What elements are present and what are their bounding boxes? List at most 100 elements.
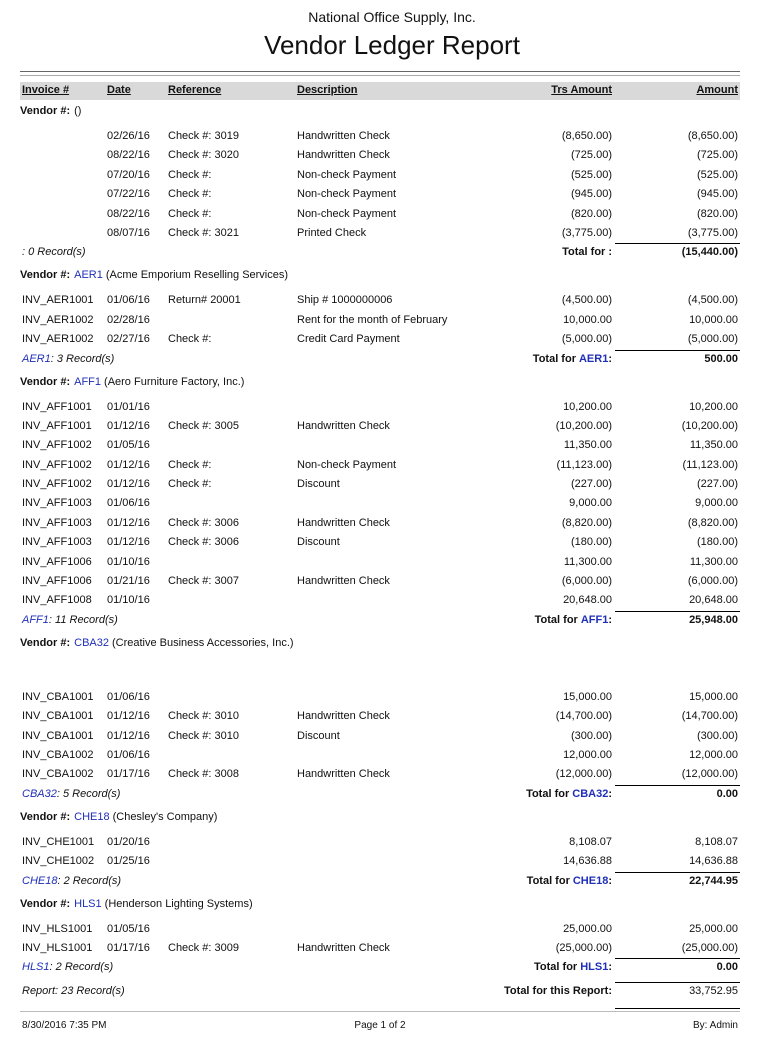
cell-invoice: INV_HLS1001 xyxy=(22,922,93,935)
cell-amount: (725.00) xyxy=(697,149,738,162)
cell-invoice: INV_CBA1001 xyxy=(22,690,94,703)
cell-trs-amount: (8,650.00) xyxy=(561,130,612,142)
cell-trs-amount: (725.00) xyxy=(571,149,612,162)
cell-reference: Check #: xyxy=(168,333,212,346)
col-amount: Amount xyxy=(696,84,738,96)
cell-date: 01/06/16 xyxy=(107,294,150,307)
cell-date: 08/22/16 xyxy=(107,207,150,220)
cell-amount: 11,350.00 xyxy=(689,439,738,452)
table-row: 02/26/16 Check #: 3019 Handwritten Check (8… xyxy=(20,127,740,146)
table-row: INV_AER1002 02/27/16 Check #: Credit Card P… xyxy=(20,330,740,349)
group-total-row: CBA32: 5 Record(s)Total forCBA320.00 xyxy=(20,784,740,804)
total-for-text: Total for xyxy=(526,787,570,800)
cell-reference: Check #: 3019 xyxy=(168,130,239,142)
group-total-value: 25,948.00 xyxy=(689,613,738,626)
vendor-header: Vendor #: HLS1 (Henderson Lighting Systems… xyxy=(20,896,740,918)
cell-amount: (4,500.00) xyxy=(687,294,738,307)
cell-trs-amount: (12,000.00) xyxy=(555,768,612,781)
vendor-code[interactable]: AFF1 xyxy=(74,375,102,388)
vendor-header: Vendor #: AFF1 (Aero Furniture Factory, In… xyxy=(20,374,740,396)
cell-trs-amount: (300.00) xyxy=(571,729,612,742)
cell-trs-amount: (8,820.00) xyxy=(561,516,612,529)
cell-trs-amount: (525.00) xyxy=(571,168,612,181)
cell-amount: (25,000.00) xyxy=(681,941,738,954)
report-record-count: Report: 23 Record(s) xyxy=(22,985,125,998)
cell-trs-amount: 10,200.00 xyxy=(563,400,612,413)
cell-invoice: INV_AFF1006 xyxy=(22,575,92,588)
cell-trs-amount: (227.00) xyxy=(571,478,612,491)
total-rule xyxy=(615,871,740,873)
column-header: Invoice # Date Reference Description Trs… xyxy=(20,82,740,100)
cell-date: 01/06/16 xyxy=(107,690,150,703)
vendor-group: Vendor #: AFF1 (Aero Furniture Factory, In… xyxy=(20,374,740,630)
table-row: INV_CBA1001 01/06/16 15,000.00 15,000.00 xyxy=(20,688,740,707)
cell-trs-amount: (5,000.00) xyxy=(561,333,612,346)
cell-date: 01/12/16 xyxy=(107,419,150,432)
cell-description: Ship # 1000000006 xyxy=(297,294,393,307)
company-name: National Office Supply, Inc. xyxy=(308,9,476,25)
cell-description: Discount xyxy=(297,478,340,491)
total-for-text: Total for xyxy=(532,352,576,365)
total-for-text: Total for xyxy=(562,246,606,259)
table-row: INV_AFF1003 01/06/16 9,000.00 9,000.00 xyxy=(20,494,740,513)
cell-date: 02/27/16 xyxy=(107,333,150,346)
total-rule xyxy=(615,784,740,786)
cell-invoice: INV_AFF1008 xyxy=(22,594,92,607)
record-count: CBA32: 5 Record(s) xyxy=(22,788,120,800)
total-label: Total for HLS1 xyxy=(534,961,612,973)
cell-amount: 14,636.88 xyxy=(689,855,738,868)
cell-trs-amount: (180.00) xyxy=(571,536,612,549)
cell-amount: (14,700.00) xyxy=(681,710,738,723)
table-row: 08/22/16 Check #: 3020 Handwritten Check (7… xyxy=(20,146,740,165)
vendor-label: Vendor #: xyxy=(20,897,71,910)
count-text: : 5 Record(s) xyxy=(56,787,121,800)
cell-invoice: INV_AFF1001 xyxy=(22,400,92,413)
table-row: INV_AER1001 01/06/16 Return# 20001 Ship # 1… xyxy=(20,291,740,310)
vendor-group: Vendor #: AER1 (Acme Emporium Reselling Se… xyxy=(20,267,740,368)
count-text: : 3 Record(s) xyxy=(50,352,115,365)
col-trs-amount: Trs Amount xyxy=(551,84,612,96)
cell-reference: Check #: xyxy=(168,458,212,471)
vendor-label: Vendor #: xyxy=(20,636,71,649)
total-vendor-code: AFF1 xyxy=(580,613,609,626)
cell-date: 01/21/16 xyxy=(107,575,150,588)
cell-trs-amount: (4,500.00) xyxy=(561,294,612,307)
cell-trs-amount: (10,200.00) xyxy=(555,419,612,432)
cell-date: 01/12/16 xyxy=(107,516,150,529)
table-row: 08/07/16 Check #: 3021 Printed Check (3,775… xyxy=(20,224,740,243)
total-rule xyxy=(615,243,740,245)
total-rule-bottom xyxy=(615,1008,740,1010)
vendor-code[interactable]: CBA32 xyxy=(74,636,109,649)
vendor-code[interactable]: CHE18 xyxy=(74,810,110,823)
count-vendor-code: CHE18 xyxy=(22,874,58,887)
cell-date: 01/05/16 xyxy=(107,439,150,452)
vendor-group: Vendor #: CHE18 (Chesley's Company) INV_CHE… xyxy=(20,809,740,891)
cell-description: Discount xyxy=(297,536,340,549)
record-count: CHE18: 2 Record(s) xyxy=(22,875,121,887)
cell-invoice: INV_AER1002 xyxy=(22,333,94,346)
group-total-value: 0.00 xyxy=(716,787,738,800)
cell-trs-amount: 11,350.00 xyxy=(563,439,612,452)
vendor-code[interactable]: HLS1 xyxy=(74,897,102,910)
cell-trs-amount: 8,108.07 xyxy=(569,835,612,848)
cell-reference: Check #: 3020 xyxy=(168,149,239,162)
cell-date: 01/10/16 xyxy=(107,594,150,607)
total-label: Total for CHE18 xyxy=(527,875,612,887)
cell-amount: (525.00) xyxy=(697,168,738,181)
table-row: INV_CBA1002 01/06/16 12,000.00 12,000.00 xyxy=(20,746,740,765)
vendor-code[interactable]: AER1 xyxy=(74,269,103,282)
table-row: INV_AER1002 02/28/16 Rent for the month of… xyxy=(20,311,740,330)
table-row: INV_AFF1003 01/12/16 Check #: 3006 Discount… xyxy=(20,533,740,552)
cell-invoice: INV_AER1002 xyxy=(22,313,94,326)
record-count: HLS1: 2 Record(s) xyxy=(22,961,113,973)
cell-trs-amount: (6,000.00) xyxy=(561,575,612,588)
cell-amount: 15,000.00 xyxy=(689,690,738,703)
total-rule xyxy=(615,958,740,960)
cell-description: Printed Check xyxy=(297,226,367,239)
cell-date: 01/12/16 xyxy=(107,536,150,549)
cell-date: 01/17/16 xyxy=(107,768,150,781)
cell-amount: (11,123.00) xyxy=(682,458,738,471)
vendor-name: (Henderson Lighting Systems) xyxy=(104,897,253,910)
cell-amount: 25,000.00 xyxy=(689,922,738,935)
